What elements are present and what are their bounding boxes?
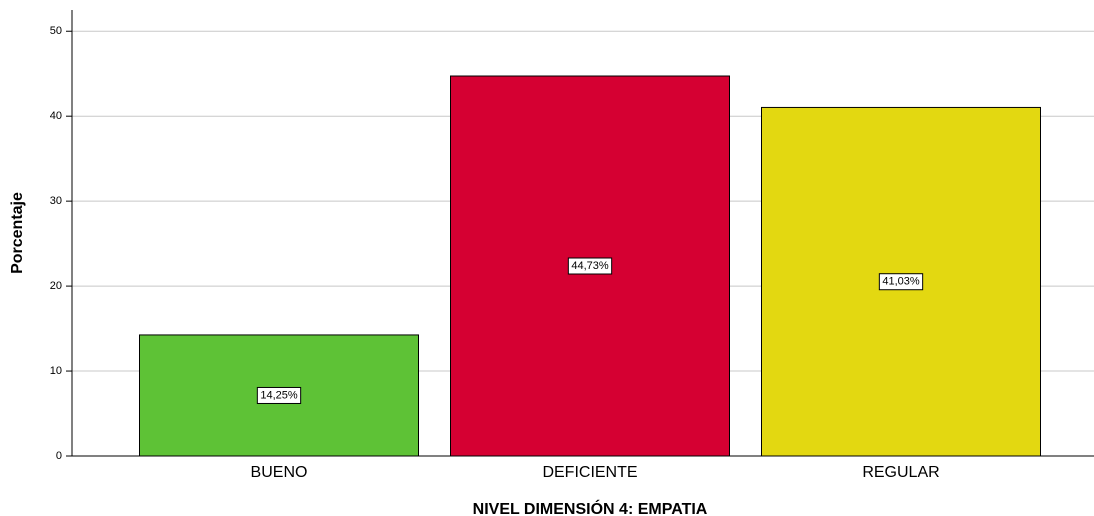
value-label: 14,25% xyxy=(260,389,298,401)
x-tick-label: BUENO xyxy=(251,464,308,481)
y-tick-label: 10 xyxy=(50,365,62,377)
y-tick-label: 30 xyxy=(50,195,62,207)
y-tick-label: 20 xyxy=(50,280,62,292)
value-label-box xyxy=(256,386,302,404)
y-axis-title: Porcentaje xyxy=(9,192,26,274)
value-label-box xyxy=(567,257,613,275)
value-label-box xyxy=(878,273,924,291)
y-tick-label: 40 xyxy=(50,110,62,122)
y-tick-label: 50 xyxy=(50,25,62,37)
value-label: 44,73% xyxy=(571,260,609,272)
x-tick-label: REGULAR xyxy=(862,464,939,481)
x-axis-title: NIVEL DIMENSIÓN 4: EMPATIA xyxy=(473,499,708,516)
x-tick-label: DEFICIENTE xyxy=(542,464,637,481)
value-label: 41,03% xyxy=(882,276,920,288)
y-tick-label: 0 xyxy=(56,450,62,462)
